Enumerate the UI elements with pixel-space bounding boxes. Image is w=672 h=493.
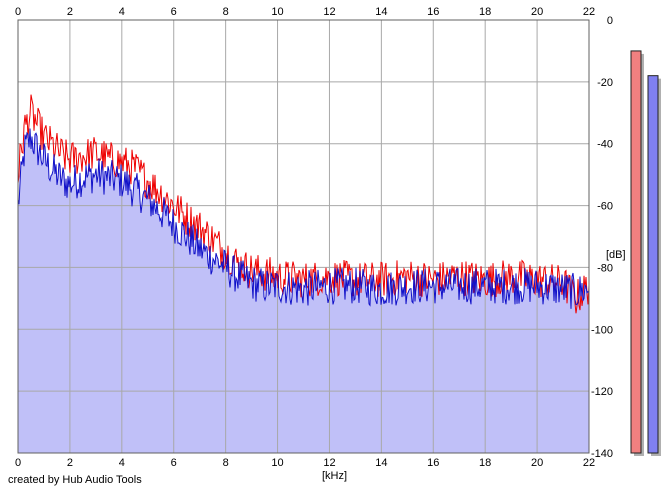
x-tick-label-top: 22 — [583, 6, 595, 18]
y-tick-label: -120 — [591, 386, 613, 398]
x-tick-label-top: 12 — [323, 6, 335, 18]
x-tick-label-top: 8 — [223, 6, 229, 18]
blue-series-line — [17, 128, 590, 309]
x-tick-label-bottom: 10 — [271, 457, 283, 469]
y-tick-label: -60 — [597, 201, 613, 213]
plot-frame — [17, 19, 590, 454]
x-tick-label-bottom: 8 — [223, 457, 229, 469]
blue-series-area — [18, 128, 589, 453]
axes: 002244668810101212141416161818202022220-… — [15, 6, 613, 469]
x-tick-label-top: 14 — [375, 6, 387, 18]
credit-text: created by Hub Audio Tools — [8, 474, 142, 486]
x-tick-label-top: 20 — [531, 6, 543, 18]
y-tick-label: -40 — [597, 139, 613, 151]
y-axis-label: [dB] — [606, 249, 626, 261]
x-tick-label-top: 10 — [271, 6, 283, 18]
y-tick-label: 0 — [607, 15, 613, 27]
x-tick-label-bottom: 18 — [479, 457, 491, 469]
x-tick-label-bottom: 12 — [323, 457, 335, 469]
x-tick-label-bottom: 16 — [427, 457, 439, 469]
x-tick-label-bottom: 2 — [67, 457, 73, 469]
y-tick-label: -80 — [597, 262, 613, 274]
x-tick-label-bottom: 4 — [119, 457, 125, 469]
plot-area — [17, 19, 590, 454]
x-tick-label-top: 2 — [67, 6, 73, 18]
x-axis-label: [kHz] — [322, 470, 347, 482]
x-tick-label-bottom: 20 — [531, 457, 543, 469]
y-tick-label: -20 — [597, 77, 613, 89]
x-tick-label-top: 4 — [119, 6, 125, 18]
x-tick-label-bottom: 14 — [375, 457, 387, 469]
red-series-line — [17, 94, 590, 314]
x-tick-label-top: 6 — [171, 6, 177, 18]
y-tick-label: -140 — [591, 448, 613, 460]
x-tick-label-top: 0 — [15, 6, 21, 18]
level-meters — [630, 50, 661, 457]
x-tick-label-bottom: 6 — [171, 457, 177, 469]
x-tick-label-top: 16 — [427, 6, 439, 18]
x-tick-label-bottom: 22 — [583, 457, 595, 469]
x-tick-label-top: 18 — [479, 6, 491, 18]
blue-level-meter — [647, 75, 659, 454]
red-level-meter — [630, 50, 642, 454]
x-tick-label-bottom: 0 — [15, 457, 21, 469]
y-tick-label: -100 — [591, 324, 613, 336]
